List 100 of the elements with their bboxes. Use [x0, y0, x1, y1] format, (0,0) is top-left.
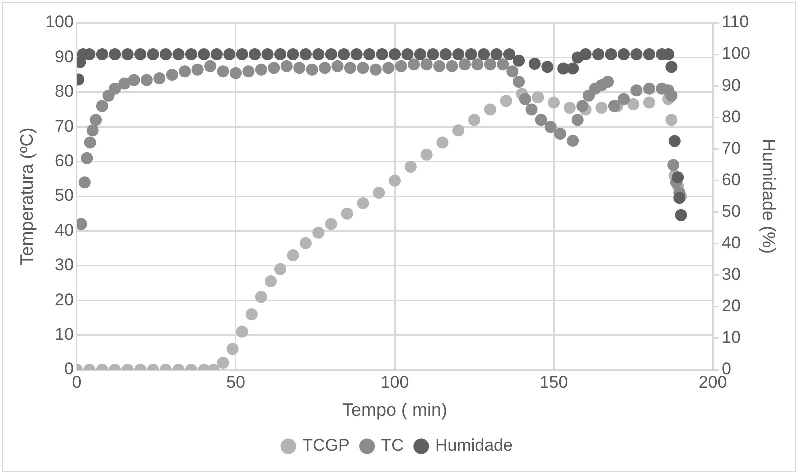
point [210, 48, 223, 61]
point [249, 48, 262, 61]
y2-tick-label: 60 [722, 170, 741, 190]
point [96, 48, 108, 61]
point [427, 48, 440, 61]
point [542, 61, 554, 74]
point [478, 48, 490, 61]
y2-tick-label: 80 [722, 107, 741, 126]
point [122, 48, 134, 61]
point [224, 48, 236, 61]
point [300, 237, 312, 250]
x-axis-title: Tempo ( min) [342, 400, 448, 420]
point [500, 95, 512, 108]
point [672, 172, 684, 184]
point [402, 48, 414, 61]
point [198, 48, 210, 61]
point [528, 58, 541, 70]
point [605, 48, 618, 61]
point [675, 209, 688, 222]
y2-tick-label: 50 [722, 202, 741, 221]
point [452, 48, 465, 61]
y2-tick-label: 40 [722, 234, 741, 253]
y-tick-label: 20 [55, 290, 74, 310]
point [630, 48, 643, 61]
point [668, 135, 681, 148]
y-tick-label: 40 [55, 220, 74, 240]
point [236, 48, 248, 61]
y-axis-title: Temperatura (ºC) [16, 128, 37, 266]
y-tick-label: 100 [46, 12, 74, 32]
point [287, 48, 300, 61]
point [468, 114, 481, 126]
point [628, 98, 640, 111]
point [109, 48, 122, 61]
point [312, 48, 325, 61]
point [312, 226, 325, 239]
point [364, 48, 376, 61]
legend-label: Humidade [435, 436, 513, 456]
y-tick-label: 50 [55, 186, 74, 206]
point [564, 102, 576, 114]
y2-tick-label: 30 [722, 265, 741, 284]
point [532, 92, 544, 104]
y-tick-label: 60 [55, 151, 74, 170]
point [503, 48, 516, 61]
point [357, 197, 370, 210]
point [160, 48, 172, 61]
y-tick-label: 80 [55, 82, 74, 102]
point [274, 48, 287, 61]
point [373, 187, 386, 200]
x-tick-label: 50 [226, 372, 246, 392]
point [338, 48, 350, 61]
y2-tick-label: 10 [722, 328, 741, 348]
y2-tick-label: 100 [722, 44, 750, 64]
y-tick-label: 0 [64, 360, 74, 379]
y-tick-label: 70 [55, 116, 74, 136]
point [185, 48, 198, 61]
legend-label: TCGP [302, 436, 350, 456]
point [325, 218, 338, 230]
y2-tick-label: 70 [722, 138, 741, 158]
point [436, 136, 449, 149]
point [350, 48, 363, 61]
y2-axis-title: Humidade (%) [759, 138, 780, 254]
point [404, 161, 417, 174]
y2-tick-label: 20 [722, 296, 741, 316]
point [592, 48, 605, 61]
y2-tick-label: 90 [722, 76, 741, 95]
point [643, 96, 656, 109]
point [548, 96, 560, 109]
point [490, 48, 503, 61]
point [414, 48, 426, 61]
x-tick-label: 100 [380, 372, 410, 392]
y-tick-label: 90 [55, 47, 74, 66]
point [465, 48, 478, 61]
point [513, 54, 526, 67]
point [484, 104, 496, 116]
point [643, 48, 656, 61]
point [666, 114, 678, 126]
point [287, 249, 300, 262]
point [567, 62, 580, 75]
point [440, 48, 452, 61]
point [452, 124, 465, 137]
point [274, 263, 287, 276]
point [596, 102, 608, 114]
legend-label: TC [381, 436, 404, 456]
point [172, 48, 185, 61]
point [580, 48, 592, 61]
y-tick-label: 30 [55, 256, 74, 275]
point [300, 48, 312, 61]
point [147, 48, 160, 61]
y2-tick-label: 110 [722, 12, 750, 32]
point [389, 48, 401, 61]
point [376, 48, 388, 61]
point [666, 61, 678, 74]
point [341, 208, 354, 220]
x-tick-label: 150 [540, 372, 568, 392]
point [325, 48, 338, 61]
point [134, 48, 147, 61]
y-tick-label: 10 [55, 324, 74, 344]
point [420, 148, 433, 161]
point [389, 174, 401, 187]
point [262, 48, 274, 61]
